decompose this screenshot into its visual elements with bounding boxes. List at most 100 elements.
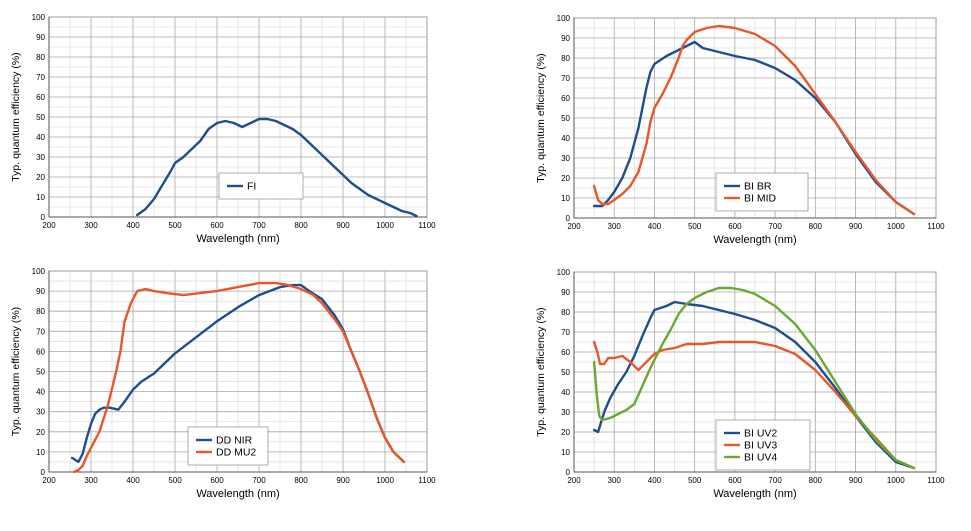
y-tick-label: 90 — [561, 34, 570, 43]
y-tick-label: 20 — [561, 174, 570, 183]
y-axis-label: Typ. quantum efficiency (%) — [10, 307, 22, 436]
series-line-bi-uv4 — [592, 286, 916, 470]
x-tick-label: 1000 — [887, 222, 905, 231]
y-axis-label: Typ. quantum efficiency (%) — [535, 53, 547, 182]
x-tick-label: 500 — [688, 476, 702, 485]
chart-panel-2: 200 300 400 500 600 700 800 900 1000 1100 0 10 20 30 4… — [535, 14, 945, 246]
y-tick-label: 20 — [36, 428, 45, 437]
x-tick-label: 1100 — [418, 221, 436, 230]
y-tick-label: 70 — [561, 328, 570, 337]
x-tick-label: 700 — [252, 221, 266, 230]
x-tick-label: 200 — [42, 221, 56, 230]
y-axis-label: Typ. quantum efficiency (%) — [535, 307, 547, 436]
chart-panel-3: 200 300 400 500 600 700 800 900 1000 1100 0 10 20 30 4… — [10, 267, 436, 500]
legend: FI — [218, 172, 304, 200]
x-tick-label: 1100 — [927, 222, 945, 231]
series-line-bi-uv3 — [592, 340, 916, 470]
x-axis-label: Wavelength (nm) — [713, 488, 796, 500]
y-tick-label: 80 — [36, 53, 45, 62]
legend-label: BI UV4 — [744, 452, 777, 464]
x-axis-label: Wavelength (nm) — [196, 488, 279, 500]
legend-label: BI MID — [744, 193, 777, 205]
x-tick-label: 900 — [336, 221, 350, 230]
x-tick-label: 1000 — [376, 221, 394, 230]
y-tick-label: 80 — [36, 307, 45, 316]
x-tick-label: 900 — [336, 476, 350, 485]
y-tick-label: 10 — [36, 193, 45, 202]
legend-label: BI BR — [744, 181, 772, 193]
y-tick-label: 30 — [561, 408, 570, 417]
x-tick-label: 500 — [688, 222, 702, 231]
legend-label: FI — [247, 181, 256, 193]
legend-label: DD NIR — [216, 435, 253, 447]
x-tick-label: 800 — [294, 221, 308, 230]
x-tick-label: 300 — [608, 476, 622, 485]
y-tick-label: 100 — [32, 267, 46, 276]
y-tick-label: 60 — [36, 347, 45, 356]
x-tick-label: 700 — [768, 476, 782, 485]
chart-panel-4: 200 300 400 500 600 700 800 900 1000 1100 0 10 20 30 4… — [535, 268, 945, 500]
x-tick-label: 400 — [126, 476, 140, 485]
x-tick-label: 1100 — [927, 476, 945, 485]
y-tick-label: 70 — [561, 74, 570, 83]
y-tick-label: 70 — [36, 73, 45, 82]
y-tick-label: 40 — [36, 388, 45, 397]
y-tick-label: 20 — [561, 428, 570, 437]
x-tick-label: 800 — [809, 476, 823, 485]
y-tick-label: 20 — [36, 173, 45, 182]
x-tick-label: 900 — [849, 476, 863, 485]
y-tick-label: 40 — [36, 133, 45, 142]
x-tick-label: 300 — [84, 221, 98, 230]
y-tick-label: 0 — [41, 213, 46, 222]
y-tick-label: 0 — [41, 468, 46, 477]
x-tick-label: 300 — [608, 222, 622, 231]
x-axis-label: Wavelength (nm) — [196, 233, 279, 245]
y-tick-label: 50 — [561, 368, 570, 377]
y-tick-label: 10 — [561, 194, 570, 203]
y-tick-label: 90 — [36, 287, 45, 296]
x-tick-label: 600 — [728, 222, 742, 231]
y-tick-label: 30 — [36, 408, 45, 417]
y-axis-label: Typ. quantum efficiency (%) — [10, 52, 22, 181]
legend-label: DD MU2 — [216, 447, 256, 459]
y-tick-label: 100 — [32, 13, 46, 22]
x-tick-label: 200 — [567, 222, 581, 231]
x-tick-label: 400 — [648, 476, 662, 485]
y-tick-label: 50 — [36, 368, 45, 377]
x-tick-label: 400 — [648, 222, 662, 231]
y-tick-label: 100 — [557, 268, 571, 277]
y-tick-label: 60 — [561, 94, 570, 103]
y-tick-label: 10 — [36, 448, 45, 457]
x-tick-label: 300 — [84, 476, 98, 485]
legend-box — [715, 419, 811, 471]
y-tick-label: 50 — [36, 113, 45, 122]
y-tick-label: 40 — [561, 388, 570, 397]
x-tick-label: 800 — [809, 222, 823, 231]
x-tick-label: 1000 — [887, 476, 905, 485]
x-tick-label: 400 — [126, 221, 140, 230]
y-tick-label: 100 — [557, 14, 571, 23]
y-tick-label: 90 — [561, 288, 570, 297]
y-tick-label: 0 — [566, 214, 571, 223]
x-tick-label: 900 — [849, 222, 863, 231]
x-tick-label: 600 — [210, 476, 224, 485]
x-tick-label: 1000 — [376, 476, 394, 485]
y-tick-label: 10 — [561, 448, 570, 457]
x-tick-label: 600 — [210, 221, 224, 230]
y-tick-label: 30 — [561, 154, 570, 163]
series-line-dd-mu2 — [73, 281, 406, 474]
legend-box — [715, 172, 809, 212]
x-tick-label: 700 — [252, 476, 266, 485]
legend-label: BI UV3 — [744, 440, 777, 452]
chart-panel-1: 200 300 400 500 600 700 800 900 1000 1100 0 10 20 30 4… — [10, 13, 436, 245]
x-tick-label: 600 — [728, 476, 742, 485]
y-tick-label: 80 — [561, 54, 570, 63]
grid-lines — [573, 271, 937, 473]
y-tick-label: 90 — [36, 33, 45, 42]
x-tick-label: 700 — [768, 222, 782, 231]
